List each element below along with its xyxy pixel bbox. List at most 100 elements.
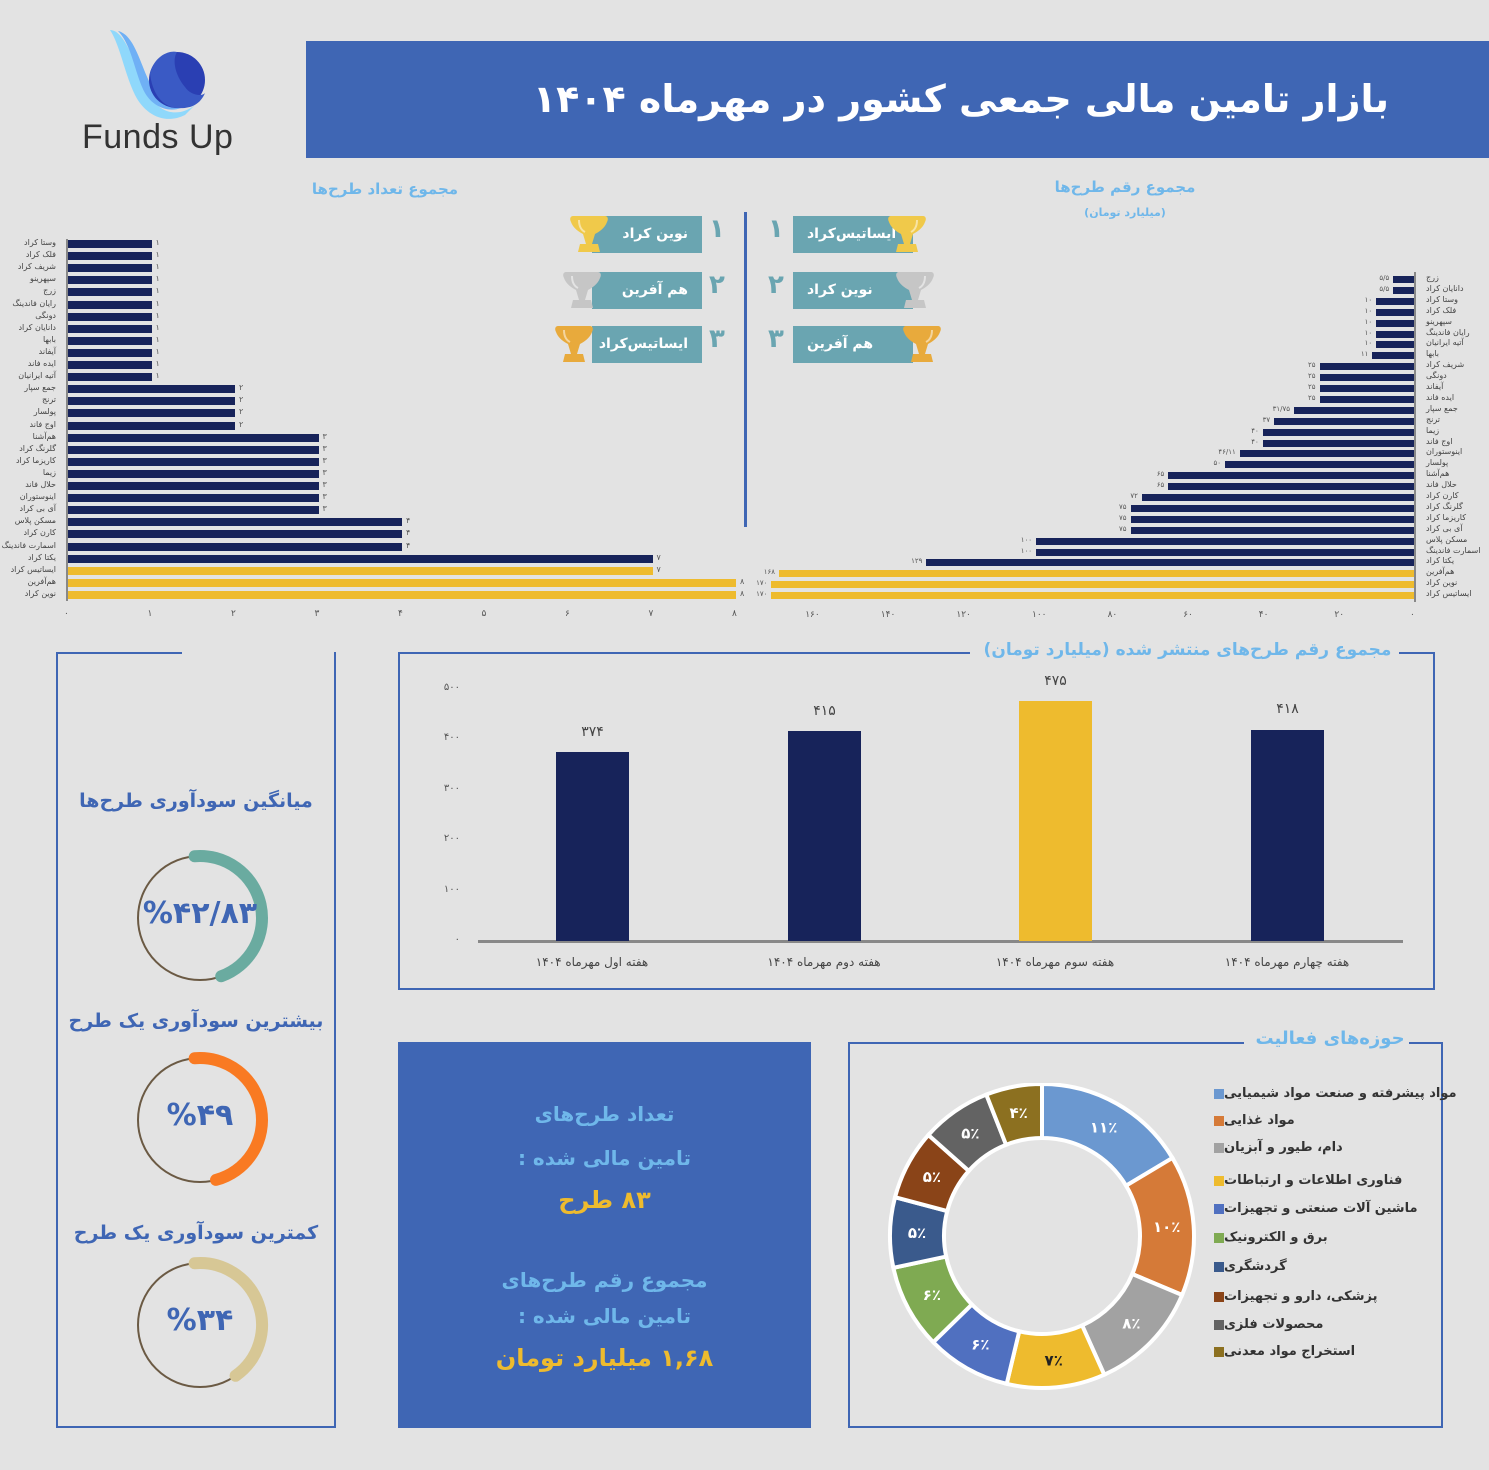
amount-chart-label: اسمارت فاندینگ [1426,545,1481,555]
page-title: بازار تامین مالی جمعی کشور در مهرماه ۱۴۰… [532,77,1389,121]
count-chart-label: زرج [43,286,56,296]
amount-bar [1319,385,1414,392]
amount-bar-value: ۱۰ [1364,317,1373,326]
amount-bar [1393,276,1414,283]
amount-bar [1376,330,1414,338]
amount-bar-value: ۶۵ [1156,470,1165,479]
count-bar [68,590,736,599]
amount-chart: زرج ۵/۵ دانایان کراد ۵/۵ وستا کراد ۱۰ فلک کراد… [756,270,1489,635]
count-chart-label: آی بی کراد [19,504,56,514]
weekly-y-tick: ۲۰۰ [443,833,460,844]
count-bar [68,566,653,575]
title-banner: بازار تامین مالی جمعی کشور در مهرماه ۱۴۰… [306,41,1489,158]
weekly-bar-value: ۴۱۵ [813,703,836,719]
count-chart-label: کاریزما کراد [15,455,56,465]
count-x-tick: ۴ [398,609,403,619]
amount-chart-label: زرج [1426,273,1439,282]
amount-chart-label: فلک کراد [1426,305,1457,315]
count-chart-label: ترنج [41,395,56,405]
rank-count-name: نوین کراد [622,226,688,242]
amount-bar-value: ۲۵ [1307,383,1316,391]
count-bar-value: ۲ [239,383,244,393]
count-bar [68,445,319,454]
donut-segment-label: ۶٪ [923,1286,941,1304]
count-bar [68,373,152,382]
amount-x-tick: ۱۲۰ [956,610,971,620]
count-chart-axis [66,239,68,601]
amount-bar [1141,494,1414,501]
amount-x-tick: ۱۴۰ [880,610,896,620]
amount-chart-label: آی بی کراد [1426,523,1463,533]
amount-bar-value: ۱۰۰ [1020,535,1032,544]
count-chart-label: وستا کراد [24,238,56,247]
amount-bar [1130,515,1414,523]
count-bar-value: ۸ [740,588,745,598]
amount-chart-label: ایساتیس کراد [1426,589,1472,599]
count-bar [68,312,152,321]
amount-chart-label: پولسار [1426,458,1449,468]
rank-count-name: هم آفرین [621,282,688,298]
weekly-bar-value: ۴۷۵ [1044,672,1067,689]
amount-chart-label: ترنج [1426,414,1441,424]
count-bar-value: ۴ [406,540,411,550]
weekly-y-tick: ۵۰۰ [443,681,460,693]
count-bar [68,288,152,297]
amount-bar-value: ۱۱ [1360,350,1369,359]
weekly-x-category: هفته چهارم مهرماه ۱۴۰۴ [1224,955,1350,969]
amount-x-tick: ۶۰ [1183,610,1193,620]
count-bar-value: ۳ [322,480,327,489]
count-bar [68,542,402,551]
count-chart-label: گلرنگ کراد [19,443,56,453]
count-bar [68,409,235,418]
weekly-x-axis [478,940,1403,943]
count-bar [68,300,152,309]
amount-bar-value: ۶۵ [1156,481,1165,490]
amount-bar [1168,472,1414,480]
amount-bar-value: ۴۰ [1251,426,1259,435]
count-bar [68,578,736,587]
amount-chart-label: اوج فاند [1426,436,1453,446]
rank-count-item: ایساتیس‌کراد [592,326,702,363]
weekly-y-tick: ۴۰۰ [443,732,460,743]
amount-chart-label: ایده فاند [1426,392,1455,402]
weekly-y-tick: ۱۰۰ [443,883,460,895]
count-chart-label: کارن کراد [23,528,56,538]
rank-amount-number: ۲ [768,270,784,300]
rank-count-number: ۱ [709,214,725,244]
count-bar-value: ۱ [155,262,160,272]
count-bar [68,530,402,539]
weekly-x-category: هفته دوم مهرماه ۱۴۰۴ [767,955,881,969]
amount-bar [1319,363,1414,371]
amount-chart-label: هم‌آفرین [1426,567,1455,577]
count-bar-value: ۳ [322,431,327,441]
count-chart-label: نوین کراد [24,588,56,598]
donut-segment-label: ۴٪ [1010,1104,1028,1122]
profit-gauge [130,1050,270,1190]
amount-bar-value: ۵/۵ [1379,284,1390,293]
count-bar-value: ۳ [322,504,327,514]
donut-segment-label: ۵٪ [961,1125,979,1143]
amount-bar [1393,286,1414,294]
amount-x-tick: ۲۰ [1334,610,1345,620]
donut-segment-label: ۶٪ [971,1336,989,1354]
amount-bar [1036,548,1414,556]
amount-bar [1168,483,1414,491]
sectors-donut-chart: ۱۱٪ ۱۰٪ ۸٪ ۷٪ ۶٪ ۶٪ ۵٪ ۵٪ ۵٪ ۴٪ [888,1083,1196,1390]
amount-bar [1293,406,1414,414]
count-x-tick: ۱ [147,609,153,619]
amount-x-tick: ۸۰ [1107,610,1118,620]
count-bar-value: ۲ [239,395,244,405]
amount-bar [1319,395,1414,403]
weekly-chart: ۳۷۴ ۴۱۵ ۴۷۵ ۴۱۸ [478,673,1403,943]
rank-count-number: ۲ [709,270,725,300]
count-chart-label: پولسار [33,407,56,417]
count-x-tick: ۲ [231,609,236,619]
amount-bar [1376,319,1414,327]
weekly-y-tick: ۰ [454,934,460,945]
count-bar-value: ۱ [155,286,160,296]
amount-chart-label: کارن کراد [1426,491,1459,500]
profit-gauge [130,848,270,988]
amount-bar-value: ۷۲ [1130,492,1138,500]
count-bar [68,421,235,430]
count-chart-label: فلک کراد [25,250,56,260]
